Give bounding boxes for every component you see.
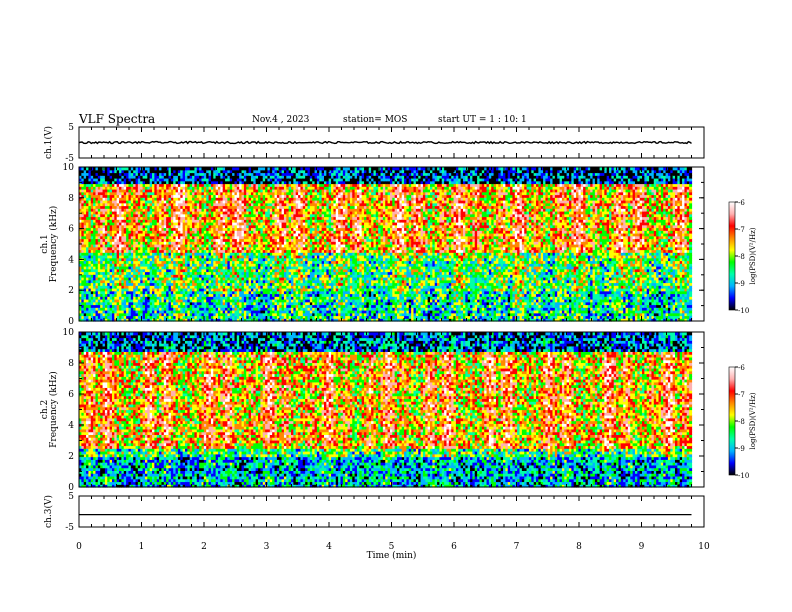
x-tick-label: 5 bbox=[389, 542, 395, 552]
y-tick-label: 0 bbox=[68, 483, 74, 493]
x-tick-label: 2 bbox=[201, 542, 207, 552]
y-tick-label: 5 bbox=[68, 492, 74, 502]
y-axis-label: ch.2 bbox=[40, 400, 50, 419]
y-tick-label: 10 bbox=[63, 328, 75, 338]
y-tick-label: 2 bbox=[68, 286, 74, 296]
x-tick-label: 10 bbox=[698, 542, 710, 552]
y-tick-label: 4 bbox=[68, 255, 74, 265]
colorbar-tick-label: -6 bbox=[738, 199, 745, 207]
chart-title: VLF Spectra bbox=[79, 112, 155, 126]
colorbar-tick-label: -6 bbox=[738, 364, 745, 372]
spectrogram-ch2 bbox=[79, 332, 693, 488]
colorbar-tick-label: -9 bbox=[738, 445, 745, 453]
colorbar-scale bbox=[728, 201, 736, 311]
x-tick-label: 0 bbox=[76, 542, 82, 552]
colorbar-ch1: -6 -7 -8 -9 -10 log(PSD)(V²/Hz) bbox=[728, 199, 757, 315]
x-tick-label: 6 bbox=[451, 542, 457, 552]
y-tick-label: -5 bbox=[65, 523, 74, 533]
y-tick-label: 6 bbox=[68, 225, 74, 235]
colorbar-label: log(PSD)(V²/Hz) bbox=[749, 392, 757, 449]
spectrogram-ch1 bbox=[79, 167, 693, 322]
colorbar-tick-label: -10 bbox=[738, 307, 749, 315]
y-axis-label: ch.3(V) bbox=[43, 495, 54, 528]
colorbar-tick-label: -8 bbox=[738, 253, 745, 261]
x-tick-label: 4 bbox=[326, 542, 332, 552]
x-tick-label: 7 bbox=[514, 542, 520, 552]
x-tick-label: 9 bbox=[639, 542, 645, 552]
x-tick-label: 1 bbox=[139, 542, 145, 552]
y-tick-label: -5 bbox=[65, 154, 74, 164]
colorbar-scale bbox=[728, 366, 736, 476]
y-axis-label: ch.1 bbox=[40, 234, 50, 253]
x-tick-label: 8 bbox=[576, 542, 582, 552]
colorbar-tick-label: -7 bbox=[738, 391, 745, 399]
y-tick-label: 8 bbox=[68, 359, 74, 369]
start-time-label: start UT = 1 : 10: 1 bbox=[438, 115, 527, 125]
y-tick-label: 4 bbox=[68, 421, 74, 431]
colorbar-tick-label: -9 bbox=[738, 280, 745, 288]
recording-date: Nov.4 , 2023 bbox=[252, 115, 309, 125]
colorbar-tick-label: -10 bbox=[738, 472, 749, 480]
y-axis-label: Frequency (kHz) bbox=[48, 371, 59, 448]
colorbar-label: log(PSD)(V²/Hz) bbox=[749, 227, 757, 284]
station-label: station= MOS bbox=[343, 115, 407, 125]
x-tick-label: 3 bbox=[264, 542, 270, 552]
y-tick-label: 2 bbox=[68, 452, 74, 462]
y-tick-label: 10 bbox=[63, 163, 75, 173]
colorbar-tick-label: -8 bbox=[738, 418, 745, 426]
colorbar-ch2: -6 -7 -8 -9 -10 log(PSD)(V²/Hz) bbox=[728, 364, 757, 480]
y-tick-label: 6 bbox=[68, 390, 74, 400]
y-tick-label: 0 bbox=[68, 317, 74, 327]
y-axis-label: Frequency (kHz) bbox=[48, 206, 59, 283]
y-axis-label: ch.1(V) bbox=[43, 126, 54, 159]
y-tick-label: 5 bbox=[68, 123, 74, 133]
y-tick-label: 8 bbox=[68, 194, 74, 204]
colorbar-tick-label: -7 bbox=[738, 226, 745, 234]
x-axis-label: Time (min) bbox=[367, 550, 417, 561]
signal-trace-ch1 bbox=[78, 140, 692, 145]
